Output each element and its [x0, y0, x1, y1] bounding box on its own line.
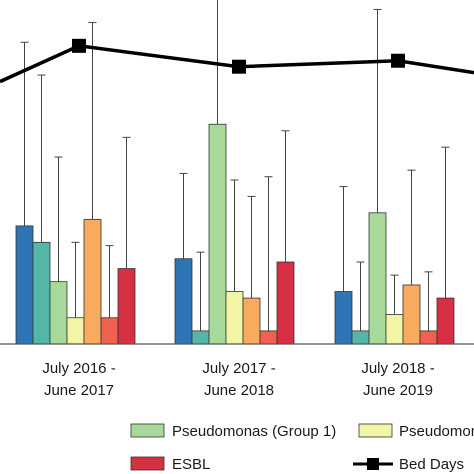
- bar-s1-c2: [174, 258, 193, 345]
- bar-s3-c3: [368, 212, 387, 345]
- legend-swatch-pseudomonas-group-1: [130, 423, 165, 438]
- legend-label-pseudomonas-group-1: Pseudomonas (Group 1): [172, 423, 336, 440]
- bar-s1-c1: [15, 225, 34, 345]
- bar-s7-c1: [117, 268, 136, 345]
- bar-s2-c2: [191, 330, 210, 345]
- bar-s5-c1: [83, 218, 102, 345]
- bed-days-marker-2: [232, 59, 246, 74]
- legend-label-pseudomonas: Pseudomonas: [399, 423, 474, 440]
- bar-s3-c1: [49, 281, 68, 345]
- bed-days-line-group: [0, 38, 474, 84]
- legend-label-esbl: ESBL: [172, 456, 210, 473]
- bar-s7-c3: [436, 297, 455, 345]
- x-tick-label-1: July 2016 -June 2017: [42, 360, 115, 399]
- bar-s2-c1: [32, 241, 51, 345]
- bar-s4-c1: [66, 317, 85, 345]
- bar-s3-c2: [208, 123, 227, 345]
- bar-s2-c3: [351, 330, 370, 345]
- legend-swatch-esbl: [130, 456, 165, 471]
- legend: Pseudomonas (Group 1) Pseudomonas ESBL B…: [130, 423, 474, 473]
- x-tick-label-2: July 2017 -June 2018: [202, 360, 275, 399]
- legend-label-bed-days: Bed Days: [399, 456, 464, 473]
- bar-s6-c2: [259, 330, 278, 345]
- bar-s5-c2: [242, 297, 261, 345]
- bar-s7-c2: [276, 261, 295, 345]
- bar-s1-c3: [334, 291, 353, 345]
- x-tick-labels: July 2016 -June 2017 July 2017 -June 2018…: [42, 360, 434, 399]
- error-bar-group: [20, 0, 450, 331]
- bar-s4-c3: [385, 314, 404, 345]
- bar-s6-c1: [100, 317, 119, 345]
- legend-swatch-pseudomonas: [358, 423, 393, 438]
- bed-days-marker-3: [391, 53, 405, 68]
- bed-days-marker-1: [72, 38, 86, 53]
- x-tick-label-3: July 2018 -June 2019: [361, 360, 434, 399]
- legend-marker-bed-days: [367, 458, 379, 470]
- bar-s6-c3: [419, 330, 438, 345]
- bar-s4-c2: [225, 291, 244, 345]
- bar-s5-c3: [402, 284, 421, 345]
